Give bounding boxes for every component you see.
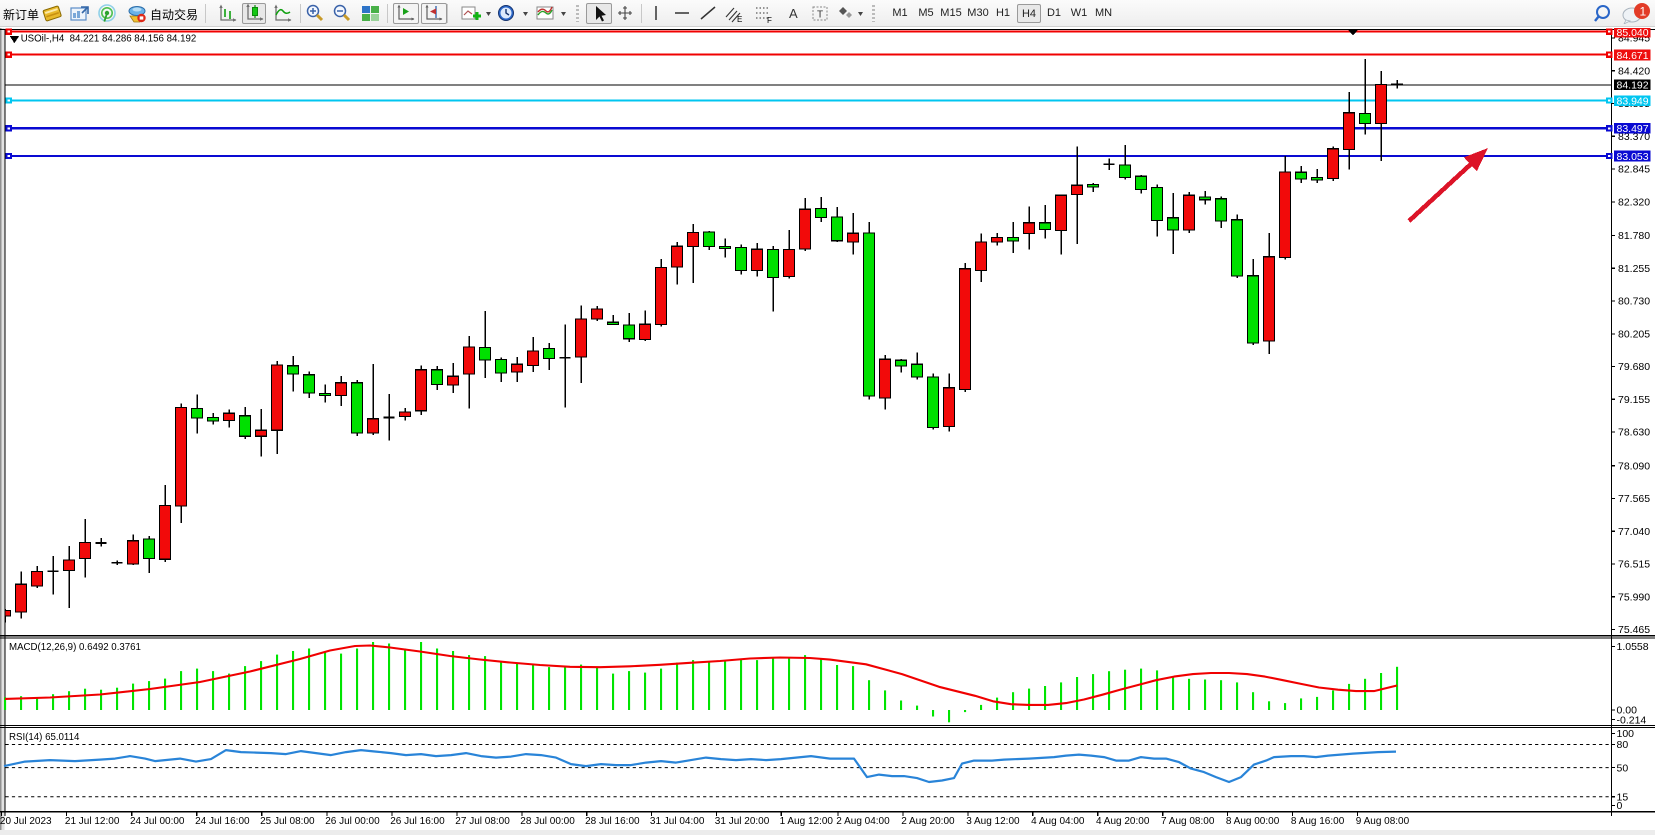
svg-text:RSI(14) 65.0114: RSI(14) 65.0114 — [9, 732, 80, 743]
svg-text:82.320: 82.320 — [1618, 197, 1650, 209]
svg-text:50: 50 — [1617, 762, 1629, 774]
svg-text:31 Jul 20:00: 31 Jul 20:00 — [715, 816, 770, 827]
svg-text:26 Jul 00:00: 26 Jul 00:00 — [325, 816, 380, 827]
svg-text:77.040: 77.040 — [1618, 526, 1650, 538]
svg-text:28 Jul 16:00: 28 Jul 16:00 — [585, 816, 640, 827]
svg-text:75.465: 75.465 — [1618, 624, 1650, 636]
svg-text:1: 1 — [1640, 5, 1647, 19]
svg-text:T: T — [817, 10, 823, 21]
svg-text:21 Jul 12:00: 21 Jul 12:00 — [65, 816, 120, 827]
svg-text:80.730: 80.730 — [1618, 296, 1650, 308]
svg-text:20 Jul 2023: 20 Jul 2023 — [0, 816, 52, 827]
svg-text:A: A — [789, 6, 798, 21]
svg-text:0: 0 — [1617, 800, 1623, 812]
svg-text:9 Aug 08:00: 9 Aug 08:00 — [1356, 816, 1410, 827]
svg-text:28 Jul 00:00: 28 Jul 00:00 — [520, 816, 575, 827]
svg-text:7 Aug 08:00: 7 Aug 08:00 — [1161, 816, 1215, 827]
svg-text:1.0558: 1.0558 — [1617, 641, 1649, 653]
svg-text:81.780: 81.780 — [1618, 230, 1650, 242]
svg-text:80.205: 80.205 — [1618, 329, 1650, 341]
svg-text:78.090: 78.090 — [1618, 460, 1650, 472]
svg-text:MACD(12,26,9) 0.6492 0.3761: MACD(12,26,9) 0.6492 0.3761 — [9, 642, 141, 653]
svg-text:USOil-,H4 84.221 84.286 84.15: USOil-,H4 84.221 84.286 84.156 84.192 — [21, 34, 197, 45]
svg-text:84.192: 84.192 — [1617, 80, 1649, 92]
svg-text:76.515: 76.515 — [1618, 559, 1650, 571]
svg-text:27 Jul 08:00: 27 Jul 08:00 — [455, 816, 510, 827]
svg-text:E: E — [737, 15, 742, 24]
svg-text:79.680: 79.680 — [1618, 361, 1650, 373]
svg-text:2 Aug 20:00: 2 Aug 20:00 — [901, 816, 955, 827]
svg-text:84.671: 84.671 — [1617, 50, 1649, 62]
svg-text:83.053: 83.053 — [1617, 151, 1649, 163]
svg-text:-0.214: -0.214 — [1617, 714, 1647, 726]
svg-text:82.845: 82.845 — [1618, 164, 1650, 176]
svg-text:79.155: 79.155 — [1618, 394, 1650, 406]
svg-text:8 Aug 00:00: 8 Aug 00:00 — [1226, 816, 1280, 827]
svg-text:31 Jul 04:00: 31 Jul 04:00 — [650, 816, 705, 827]
svg-text:84.420: 84.420 — [1618, 65, 1650, 77]
svg-text:85.040: 85.040 — [1617, 28, 1649, 39]
svg-text:2 Aug 04:00: 2 Aug 04:00 — [836, 816, 890, 827]
svg-text:3 Aug 12:00: 3 Aug 12:00 — [966, 816, 1020, 827]
svg-text:8 Aug 16:00: 8 Aug 16:00 — [1291, 816, 1345, 827]
svg-text:78.630: 78.630 — [1618, 427, 1650, 439]
svg-text:83.497: 83.497 — [1617, 123, 1649, 135]
svg-text:80: 80 — [1617, 739, 1629, 751]
svg-text:77.565: 77.565 — [1618, 493, 1650, 505]
svg-text:F: F — [767, 16, 772, 24]
svg-text:26 Jul 16:00: 26 Jul 16:00 — [390, 816, 445, 827]
svg-text:83.370: 83.370 — [1618, 131, 1650, 143]
svg-text:4 Aug 20:00: 4 Aug 20:00 — [1096, 816, 1150, 827]
svg-text:81.255: 81.255 — [1618, 263, 1650, 275]
svg-text:1 Aug 12:00: 1 Aug 12:00 — [780, 816, 834, 827]
svg-text:24 Jul 16:00: 24 Jul 16:00 — [195, 816, 250, 827]
svg-text:83.949: 83.949 — [1617, 96, 1649, 108]
svg-text:25 Jul 08:00: 25 Jul 08:00 — [260, 816, 315, 827]
svg-text:24 Jul 00:00: 24 Jul 00:00 — [130, 816, 185, 827]
svg-text:75.990: 75.990 — [1618, 591, 1650, 603]
svg-text:15: 15 — [1617, 791, 1629, 803]
svg-text:100: 100 — [1617, 728, 1635, 740]
svg-text:0.00: 0.00 — [1617, 705, 1638, 717]
svg-text:4 Aug 04:00: 4 Aug 04:00 — [1031, 816, 1085, 827]
